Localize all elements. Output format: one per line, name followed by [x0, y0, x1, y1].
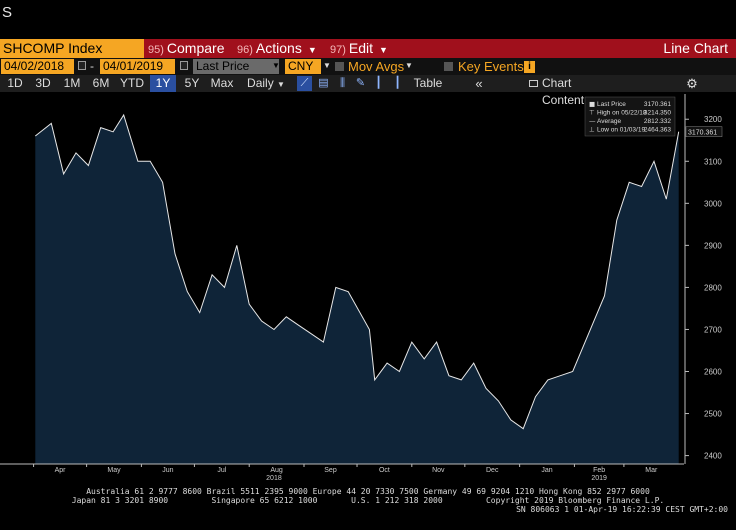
- y-tick-label: 3100: [704, 157, 722, 166]
- price-line: [34, 113, 680, 430]
- x-tick-label: Aug: [270, 467, 283, 474]
- price-area: [35, 115, 679, 464]
- chevron-down-icon: ▼: [272, 61, 280, 70]
- compare-button[interactable]: 95) Compare: [148, 39, 225, 58]
- legend-label: Average: [597, 118, 621, 125]
- candle-icon[interactable]: ┃: [375, 77, 382, 89]
- chevron-down-icon: ▼: [277, 80, 285, 89]
- chevron-down-icon: ▼: [379, 45, 388, 55]
- compare-label: Compare: [166, 40, 225, 56]
- chevron-down-icon: ▼: [323, 61, 331, 70]
- legend-label: Low on 01/03/19: [597, 127, 645, 134]
- y-tick-label: 2400: [704, 452, 722, 461]
- x-tick-label: Oct: [379, 467, 390, 474]
- period-bar: [0, 75, 736, 92]
- chevron-down-icon: ▼: [405, 61, 413, 70]
- footer-contacts-2: Japan 81 3 3201 8900 Singapore 65 6212 1…: [71, 496, 665, 505]
- start-date-field[interactable]: 04/02/2018: [1, 59, 74, 74]
- candle-icon[interactable]: ┃: [394, 77, 401, 89]
- legend-label: High on 05/22/18: [597, 110, 647, 117]
- table-button[interactable]: Table: [413, 76, 443, 90]
- x-tick-label: Jul: [217, 467, 226, 474]
- legend-marker: ⊥: [589, 126, 595, 134]
- footer-contacts-1: Australia 61 2 9777 8600 Brazil 5511 239…: [86, 487, 650, 496]
- ticker-field[interactable]: SHCOMP Index: [0, 39, 144, 58]
- price-field-select[interactable]: Last Price: [193, 59, 279, 74]
- collapse-icon[interactable]: «: [475, 76, 483, 91]
- annotate-icon[interactable]: ✎: [355, 77, 366, 89]
- y-tick-label: 2600: [704, 368, 722, 377]
- y-tick-label: 2800: [704, 283, 722, 292]
- cursor-text: S: [2, 4, 13, 21]
- line-chart-icon[interactable]: ⟋: [297, 76, 312, 91]
- x-tick-label: Nov: [432, 467, 445, 474]
- chart-content-button[interactable]: Chart Content: [542, 76, 585, 107]
- x-tick-label: Apr: [55, 467, 67, 474]
- y-tick-label: 2900: [704, 241, 722, 250]
- actions-number: 96): [237, 44, 253, 56]
- key-events-checkbox[interactable]: [444, 62, 453, 71]
- calendar-icon[interactable]: [78, 61, 86, 70]
- key-events-label[interactable]: Key Events: [458, 59, 524, 74]
- mov-avgs-checkbox[interactable]: [335, 62, 344, 71]
- frequency-label: Daily: [247, 76, 274, 90]
- legend-marker: —: [589, 117, 596, 125]
- price-chart[interactable]: 2400 2500 2600 2700 2800 2900 3000 3100 3200 Apr M…: [0, 92, 736, 484]
- legend-value: 2464.363: [644, 127, 671, 134]
- mov-avgs-label[interactable]: Mov Avgs: [348, 59, 405, 74]
- legend-box: [584, 96, 676, 137]
- x-year-label: 2019: [591, 475, 607, 482]
- frequency-select[interactable]: Daily ▼: [240, 75, 292, 92]
- chevron-down-icon: ▼: [307, 45, 317, 55]
- x-tick-label: Feb: [593, 467, 605, 474]
- x-tick-label: May: [107, 467, 121, 474]
- compare-number: 95): [148, 44, 164, 56]
- legend-value: 2812.332: [644, 118, 671, 125]
- x-year-label: 2018: [266, 475, 282, 482]
- calendar-icon[interactable]: [180, 61, 188, 70]
- y-tick-label: 2700: [704, 325, 722, 334]
- legend-value: 3170.361: [644, 101, 671, 108]
- chart-style-icon[interactable]: ▤: [318, 77, 329, 89]
- x-tick-label: Dec: [486, 467, 499, 474]
- y-tick-label: 3200: [704, 115, 722, 124]
- edit-number: 97): [330, 44, 346, 56]
- info-badge-icon[interactable]: i: [524, 61, 535, 73]
- legend-marker: ■: [589, 100, 595, 108]
- x-tick-label: Jan: [541, 467, 552, 474]
- bar-style-icon[interactable]: ⫼: [339, 77, 346, 89]
- period-button-max[interactable]: Max: [210, 76, 234, 90]
- period-button-1y[interactable]: 1Y: [150, 75, 176, 92]
- period-button-1d[interactable]: 1D: [7, 76, 23, 90]
- end-date-field[interactable]: 04/01/2019: [100, 59, 175, 74]
- legend-label: Last Price: [597, 101, 626, 108]
- x-tick-label: Sep: [324, 467, 337, 474]
- currency-field[interactable]: CNY: [285, 59, 321, 74]
- view-title: Line Chart: [663, 40, 728, 56]
- gear-icon[interactable]: ⚙: [686, 76, 698, 91]
- period-button-1m[interactable]: 1M: [63, 76, 81, 90]
- period-button-ytd[interactable]: YTD: [120, 76, 144, 90]
- y-tick-label: 2500: [704, 410, 722, 419]
- period-button-5y[interactable]: 5Y: [184, 76, 200, 90]
- actions-label: Actions: [255, 40, 302, 56]
- period-button-3d[interactable]: 3D: [35, 76, 51, 90]
- period-button-6m[interactable]: 6M: [92, 76, 110, 90]
- chart-content-icon: [529, 80, 538, 87]
- date-separator: -: [90, 59, 94, 73]
- legend-value: 3214.350: [644, 110, 671, 117]
- y-tick-label: 3000: [704, 199, 722, 208]
- last-price-tag: 3170.361: [688, 130, 717, 137]
- last-price-tag-box: [685, 126, 723, 137]
- footer-session: SN 806063 1 01-Apr-19 16:22:39 CEST GMT+…: [516, 505, 728, 514]
- edit-button[interactable]: 97) Edit ▼: [330, 39, 388, 58]
- actions-button[interactable]: 96) Actions ▼: [237, 39, 317, 58]
- legend-marker: ⊤: [589, 109, 595, 117]
- x-tick-label: Jun: [162, 467, 173, 474]
- command-bar: [0, 39, 736, 58]
- x-tick-label: Mar: [645, 467, 658, 474]
- edit-label: Edit: [348, 40, 374, 56]
